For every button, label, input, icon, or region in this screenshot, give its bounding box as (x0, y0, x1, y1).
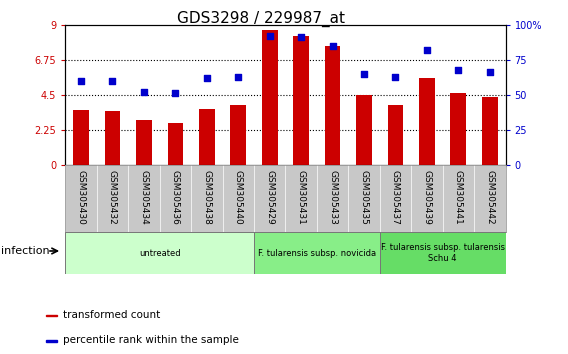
FancyBboxPatch shape (65, 232, 254, 274)
Point (171, 91, 180, 96)
Text: GSM305436: GSM305436 (171, 170, 180, 225)
Point (265, 33, 274, 39)
Bar (105, 111, 120, 165)
Bar (419, 78, 435, 165)
Bar (47, 340, 57, 342)
Text: F. tularensis subsp. tularensis
Schu 4: F. tularensis subsp. tularensis Schu 4 (381, 244, 504, 263)
Text: transformed count: transformed count (62, 310, 160, 320)
Text: GSM305439: GSM305439 (423, 170, 432, 225)
Point (423, 47, 432, 53)
Bar (199, 109, 215, 165)
Bar (47, 315, 57, 316)
Text: GDS3298 / 229987_at: GDS3298 / 229987_at (177, 11, 345, 27)
Point (360, 71, 369, 76)
Point (233, 74, 243, 79)
Text: GSM305433: GSM305433 (328, 170, 337, 225)
Point (139, 89, 148, 95)
Text: GSM305430: GSM305430 (77, 170, 86, 225)
Bar (73, 110, 89, 165)
Bar (450, 93, 466, 165)
Point (202, 75, 211, 81)
Text: infection: infection (1, 246, 50, 256)
Text: untreated: untreated (139, 249, 181, 258)
Text: GSM305440: GSM305440 (234, 170, 243, 225)
Bar (387, 105, 403, 165)
Bar (168, 124, 183, 165)
Bar (293, 36, 309, 165)
Text: GSM305429: GSM305429 (265, 170, 274, 225)
Bar (262, 30, 278, 165)
Bar (325, 46, 340, 165)
FancyBboxPatch shape (380, 232, 506, 274)
Bar (356, 96, 372, 165)
Point (454, 67, 463, 72)
Text: GSM305434: GSM305434 (139, 170, 148, 225)
Point (108, 78, 117, 84)
Point (296, 35, 306, 40)
Bar (231, 105, 246, 165)
Text: F. tularensis subsp. novicida: F. tularensis subsp. novicida (258, 249, 376, 258)
Bar (136, 120, 152, 165)
Point (391, 74, 400, 79)
Point (77, 78, 86, 84)
Point (485, 69, 494, 75)
Text: GSM305442: GSM305442 (485, 170, 494, 225)
Text: GSM305438: GSM305438 (202, 170, 211, 225)
Text: GSM305432: GSM305432 (108, 170, 117, 225)
Text: percentile rank within the sample: percentile rank within the sample (62, 335, 239, 346)
Text: GSM305441: GSM305441 (454, 170, 463, 225)
Bar (482, 97, 498, 165)
Text: GSM305431: GSM305431 (296, 170, 306, 225)
Point (328, 43, 337, 48)
FancyBboxPatch shape (254, 232, 380, 274)
Text: GSM305435: GSM305435 (360, 170, 369, 225)
Text: GSM305437: GSM305437 (391, 170, 400, 225)
